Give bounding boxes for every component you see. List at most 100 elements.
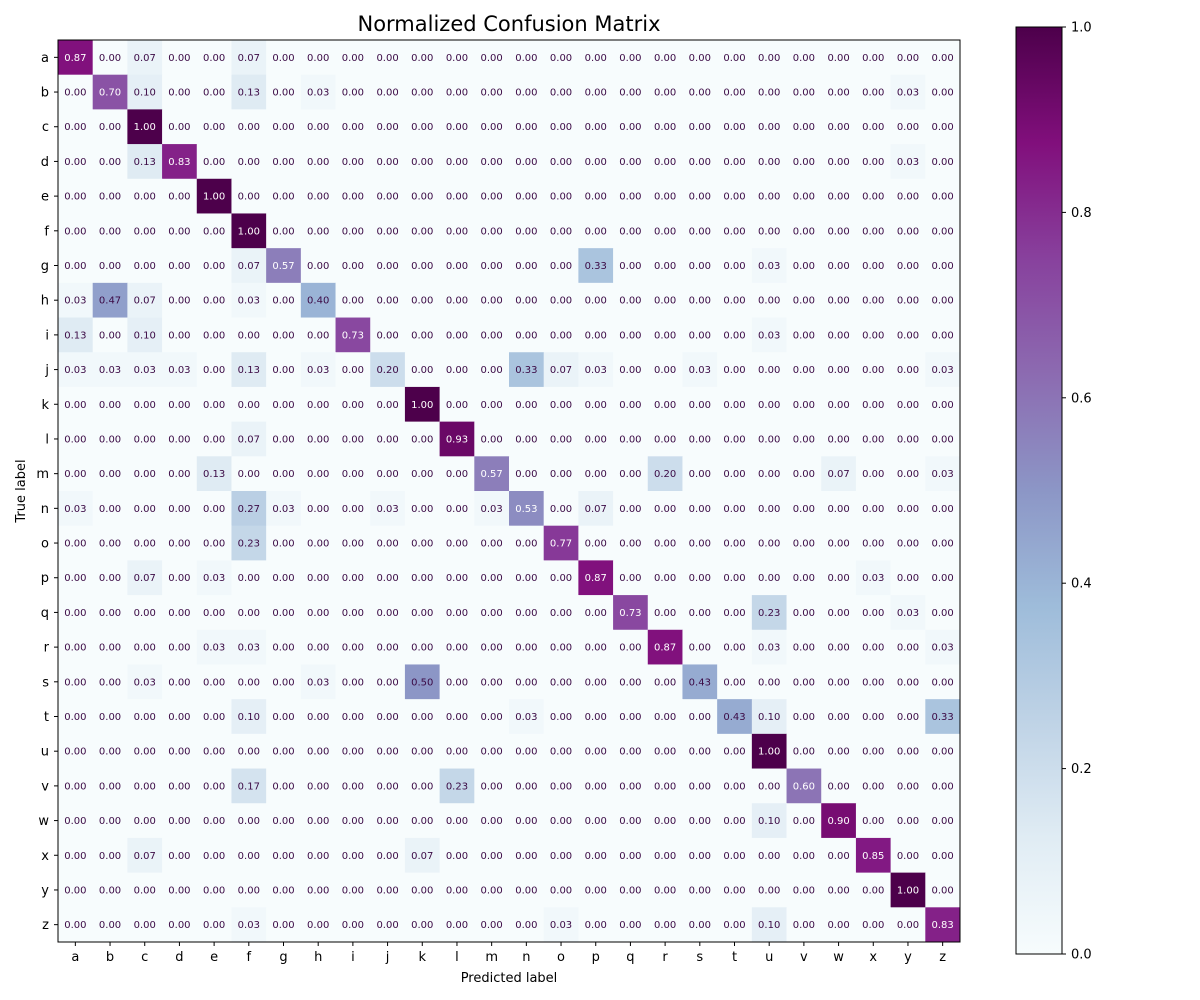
cell-value-label: 0.00 [619,53,641,64]
y-tick-label: z [42,918,49,933]
cell-value-label: 0.00 [862,296,884,307]
cell-value-label: 0.00 [619,539,641,550]
cell-value-label: 0.00 [723,920,745,931]
heatmap-cell [855,664,892,700]
cell-value-label: 0.00 [342,712,364,723]
cell-value-label: 0.00 [481,781,503,792]
heatmap-cell [647,699,683,735]
cell-value-label: 0.00 [168,643,190,654]
heatmap-cell [370,629,406,665]
heatmap-cell [890,456,926,492]
cell-value-label: 0.00 [446,330,468,341]
cell-value-label: 0.00 [272,643,294,654]
heatmap-cell [335,248,371,284]
cell-value-label: 0.00 [307,573,329,584]
heatmap-cell [855,109,892,145]
cell-value-label: 0.00 [446,920,468,931]
cell-value-label: 0.00 [342,122,364,133]
cell-value-label: 0.00 [168,226,190,237]
heatmap-cell [439,768,475,804]
cell-value-label: 0.00 [827,434,849,445]
heatmap-cell [404,317,441,353]
heatmap-cell [925,352,961,388]
heatmap-cell [58,491,94,527]
heatmap-cell [647,74,683,110]
cell-value-label: 0.00 [272,539,294,550]
heatmap-cell [890,733,926,769]
cell-value-label: 0.00 [307,192,329,203]
heatmap-cell [509,525,545,561]
y-axis-ticks: a b c d e f g h i j k l m n o p q r s t u v w x y z [36,51,58,933]
heatmap-cell [925,40,961,76]
heatmap-cell [439,699,475,735]
heatmap-cell [370,699,406,735]
heatmap-cell [127,317,163,353]
cell-value-label: 0.00 [238,885,260,896]
heatmap-cell [821,213,857,249]
cell-value-label: 0.00 [793,747,815,758]
heatmap-cell [58,74,94,110]
heatmap-cell [786,248,822,284]
heatmap-cell [266,525,302,561]
cell-value-label: 0.33 [585,261,607,272]
cell-value-label: 0.00 [168,539,190,550]
cell-value-label: 0.03 [758,643,780,654]
heatmap-cell [162,282,198,318]
heatmap-cell [127,40,163,76]
cell-value-label: 0.00 [272,88,294,99]
cell-value-label: 0.00 [411,296,433,307]
cell-value-label: 0.00 [827,608,849,619]
cell-value-label: 0.00 [411,643,433,654]
heatmap-cell [58,178,94,214]
heatmap-cell [370,248,406,284]
heatmap-cell [647,421,683,457]
heatmap-cell [370,317,406,353]
cell-value-label: 0.00 [654,261,676,272]
cell-value-label: 0.00 [932,434,954,445]
heatmap-cell [335,733,371,769]
heatmap-cell [509,144,545,180]
cell-value-label: 0.00 [932,608,954,619]
cell-value-label: 0.00 [481,885,503,896]
cell-value-label: 0.00 [446,261,468,272]
cell-value-label: 0.00 [793,330,815,341]
cell-value-label: 0.85 [862,851,884,862]
heatmap-cell [266,74,302,110]
heatmap-cell [925,491,961,527]
cell-value-label: 0.00 [168,781,190,792]
heatmap-cell [786,837,822,874]
heatmap-cell [231,282,267,318]
heatmap-cell [855,213,892,249]
cell-value-label: 0.00 [134,504,156,515]
cell-value-label: 0.00 [689,781,711,792]
cell-value-label: 0.00 [827,539,849,550]
cell-value-label: 0.00 [446,885,468,896]
cell-value-label: 0.00 [342,53,364,64]
heatmap-cell [300,699,336,735]
heatmap-cell [127,803,163,839]
cell-value-label: 0.00 [758,122,780,133]
heatmap-cell [682,595,718,631]
cell-value-label: 0.00 [654,539,676,550]
cell-value-label: 0.00 [376,157,398,168]
heatmap-cell [370,733,406,769]
cell-value-label: 0.00 [411,226,433,237]
cell-value-label: 0.00 [203,539,225,550]
heatmap-cell [821,768,857,804]
cell-value-label: 0.03 [758,261,780,272]
heatmap-cell [474,768,510,804]
heatmap-cell [682,386,718,423]
cell-value-label: 0.00 [168,192,190,203]
cell-value-label: 0.00 [168,296,190,307]
cell-value-label: 0.00 [203,747,225,758]
heatmap-cell [717,213,753,249]
heatmap-cell [751,872,787,908]
cell-value-label: 0.00 [827,157,849,168]
cell-value-label: 0.00 [862,400,884,411]
cell-value-label: 0.00 [932,88,954,99]
heatmap-cell [127,178,163,214]
heatmap-cell [543,213,579,249]
heatmap-cell [786,282,822,318]
cell-value-label: 0.00 [793,261,815,272]
cell-value-label: 0.00 [689,608,711,619]
